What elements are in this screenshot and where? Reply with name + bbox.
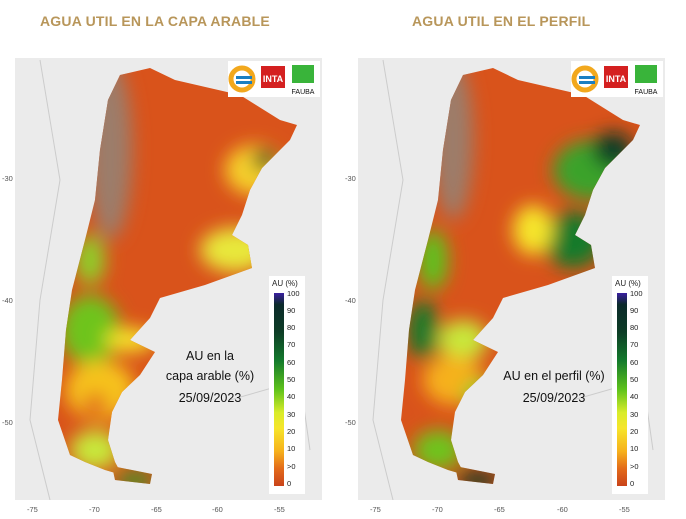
legend-tick: 70 (287, 340, 296, 349)
legend-tick: 50 (630, 375, 639, 384)
y-tick: -40 (345, 296, 356, 305)
legend-tick: 10 (287, 444, 296, 453)
x-tick: -65 (494, 505, 505, 514)
legend-tick: 50 (287, 375, 296, 384)
legend-tick: 30 (630, 410, 639, 419)
x-tick: -70 (432, 505, 443, 514)
x-tick: -60 (557, 505, 568, 514)
x-tick: -75 (27, 505, 38, 514)
y-tick: -30 (2, 174, 13, 183)
x-tick: -75 (370, 505, 381, 514)
right-annotation: AU en el perfil (%) 25/09/2023 (484, 366, 624, 408)
legend-tick: 100 (287, 289, 300, 298)
left-annotation: AU en la capa arable (%) 25/09/2023 (140, 346, 280, 408)
annotation-line: AU en el perfil (%) (503, 369, 605, 383)
annotation-line: AU en la (186, 349, 234, 363)
legend-tick: 0 (287, 479, 292, 488)
y-tick: -50 (2, 418, 13, 427)
left-map-title: AGUA UTIL EN LA CAPA ARABLE (40, 13, 270, 29)
map-date: 25/09/2023 (178, 391, 242, 405)
left-map (29, 59, 311, 500)
y-tick: -30 (345, 174, 356, 183)
y-tick: -50 (345, 418, 356, 427)
legend-tick: 60 (630, 358, 639, 367)
svg-text:INTA: INTA (606, 74, 627, 84)
color-legend: AU (%) 100 90 80 70 60 50 40 30 20 10 >0… (269, 276, 305, 494)
x-tick: -55 (274, 505, 285, 514)
legend-tick: 0 (630, 479, 635, 488)
legend-tick: 40 (630, 392, 639, 401)
logo-icons: INTA FAUBA (571, 65, 658, 96)
legend-tick: 30 (287, 410, 296, 419)
annotation-line: capa arable (%) (165, 369, 255, 383)
legend-tick: 20 (287, 427, 296, 436)
color-legend: AU (%) 100 90 80 70 60 50 40 30 20 10 >0… (612, 276, 648, 494)
legend-title: AU (%) (615, 279, 641, 288)
logo-icons: INTA FAUBA (228, 65, 315, 96)
svg-text:INTA: INTA (263, 74, 284, 84)
x-tick: -65 (151, 505, 162, 514)
legend-tick: 70 (630, 340, 639, 349)
x-tick: -70 (89, 505, 100, 514)
left-map-panel: INTA FAUBA AU (%) 100 90 80 70 60 50 40 3… (15, 58, 322, 500)
legend-tick: >0 (287, 462, 296, 471)
y-tick: -40 (2, 296, 13, 305)
color-bar (617, 293, 627, 486)
legend-title: AU (%) (272, 279, 298, 288)
legend-tick: 90 (630, 306, 639, 315)
x-tick: -60 (212, 505, 223, 514)
x-tick: -55 (619, 505, 630, 514)
institution-logos: INTA FAUBA (571, 61, 663, 97)
legend-tick: 60 (287, 358, 296, 367)
right-map (372, 59, 654, 500)
svg-text:FAUBA: FAUBA (292, 89, 315, 96)
institution-logos: INTA FAUBA (228, 61, 320, 97)
map-date: 25/09/2023 (522, 391, 586, 405)
legend-tick: 20 (630, 427, 639, 436)
right-map-title: AGUA UTIL EN EL PERFIL (412, 13, 591, 29)
svg-text:FAUBA: FAUBA (635, 89, 658, 96)
legend-tick: 40 (287, 392, 296, 401)
color-bar (274, 293, 284, 486)
legend-tick: >0 (630, 462, 639, 471)
legend-tick: 10 (630, 444, 639, 453)
legend-tick: 100 (630, 289, 643, 298)
legend-tick: 90 (287, 306, 296, 315)
legend-tick: 80 (287, 323, 296, 332)
right-map-panel: INTA FAUBA AU (%) 100 90 80 70 60 50 40 3… (358, 58, 665, 500)
legend-tick: 80 (630, 323, 639, 332)
